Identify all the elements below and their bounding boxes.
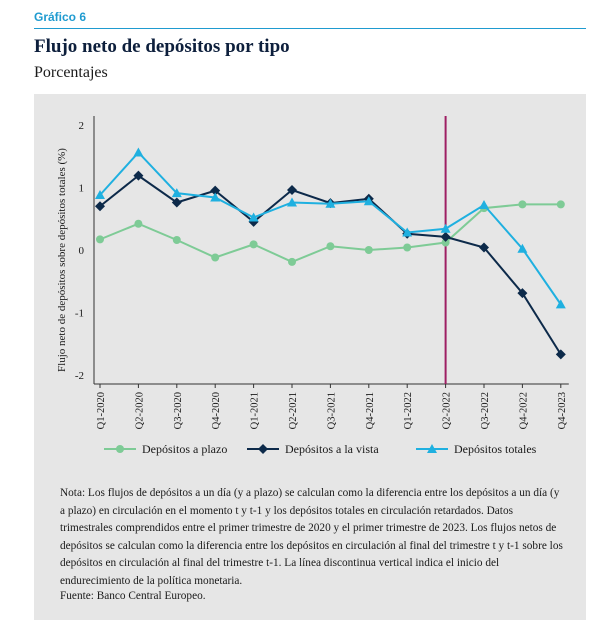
x-tick-label: Q4-2021 (365, 392, 376, 429)
x-tick-label: Q2-2022 (442, 392, 453, 429)
x-tick-label: Q4-2020 (211, 392, 222, 429)
x-tick-label: Q4-2023 (557, 392, 568, 429)
series-line (99, 151, 562, 305)
x-tick-label: Q3-2021 (326, 392, 337, 429)
x-tick-label: Q2-2021 (288, 392, 299, 429)
chart-title: Flujo neto de depósitos por tipo (34, 36, 290, 57)
series-1 (96, 200, 565, 266)
data-point (517, 288, 528, 299)
y-tick-label: 1 (79, 183, 85, 195)
data-point (427, 444, 437, 453)
data-point (133, 170, 144, 181)
data-point (517, 243, 528, 253)
line-chart: 2 1 0 -1 -2 Flujo neto de depósitos sobre dep… (56, 116, 569, 456)
data-point (363, 196, 374, 206)
legend-label: Depósitos totales (454, 442, 537, 456)
x-tick-label: Q4-2022 (518, 392, 529, 429)
chart-source: Fuente: Banco Central Europeo. (60, 590, 206, 602)
data-point (441, 238, 450, 247)
chart-panel: 2 1 0 -1 -2 Flujo neto de depósitos sobre dep… (34, 94, 586, 620)
data-point (326, 242, 335, 251)
data-point (249, 240, 258, 249)
legend-label: Depósitos a plazo (142, 442, 227, 456)
data-point (518, 200, 527, 209)
x-tick-label: Q1-2021 (250, 392, 261, 429)
data-point (479, 242, 489, 253)
series-3 (95, 147, 566, 309)
chart-note: Nota: Los flujos de depósitos a un día (… (60, 487, 563, 587)
data-point (172, 236, 181, 244)
data-point (287, 197, 297, 207)
data-point (556, 200, 565, 209)
y-tick-label: -2 (75, 370, 84, 382)
chart-header: Gráfico 6 Flujo neto de depósitos por ti… (34, 10, 586, 82)
data-point (440, 223, 451, 233)
y-tick-label: 0 (79, 245, 85, 257)
data-point (403, 243, 412, 252)
x-tick-label: Q2-2020 (134, 392, 145, 429)
legend-item: Depósitos a la vista (247, 442, 379, 456)
data-point (116, 445, 124, 453)
data-point (440, 231, 451, 242)
legend-label: Depósitos a la vista (285, 442, 379, 456)
data-point (555, 299, 566, 309)
x-tick-label: Q1-2022 (403, 392, 414, 429)
y-axis-label: Flujo neto de depósitos sobre depósitos … (56, 148, 68, 372)
data-point (325, 198, 336, 208)
data-point (95, 190, 105, 199)
x-tick-label: Q3-2022 (480, 392, 491, 429)
data-point (402, 227, 413, 237)
data-point (258, 444, 268, 454)
x-tick-label: Q1-2020 (96, 392, 107, 429)
data-point (133, 147, 144, 157)
figure-label: Gráfico 6 (34, 10, 87, 24)
data-point (555, 349, 566, 360)
x-tick-label: Q3-2020 (173, 392, 184, 429)
legend-item: Depósitos a plazo (104, 442, 227, 456)
series-2 (95, 170, 566, 360)
data-point (248, 212, 259, 222)
data-point (364, 246, 373, 254)
data-point (95, 201, 105, 212)
y-tick-label: 2 (79, 120, 85, 132)
y-tick-label: -1 (75, 308, 84, 320)
data-point (287, 185, 297, 195)
header-rule (34, 28, 586, 29)
chart-subtitle: Porcentajes (34, 64, 108, 81)
data-point (171, 197, 182, 208)
legend-item: Depósitos totales (416, 442, 537, 456)
data-point (479, 200, 489, 209)
data-point (211, 253, 220, 262)
data-point (171, 188, 182, 198)
data-point (210, 192, 221, 202)
data-point (96, 235, 104, 244)
data-point (288, 257, 296, 266)
data-point (210, 185, 221, 196)
data-point (134, 219, 143, 228)
